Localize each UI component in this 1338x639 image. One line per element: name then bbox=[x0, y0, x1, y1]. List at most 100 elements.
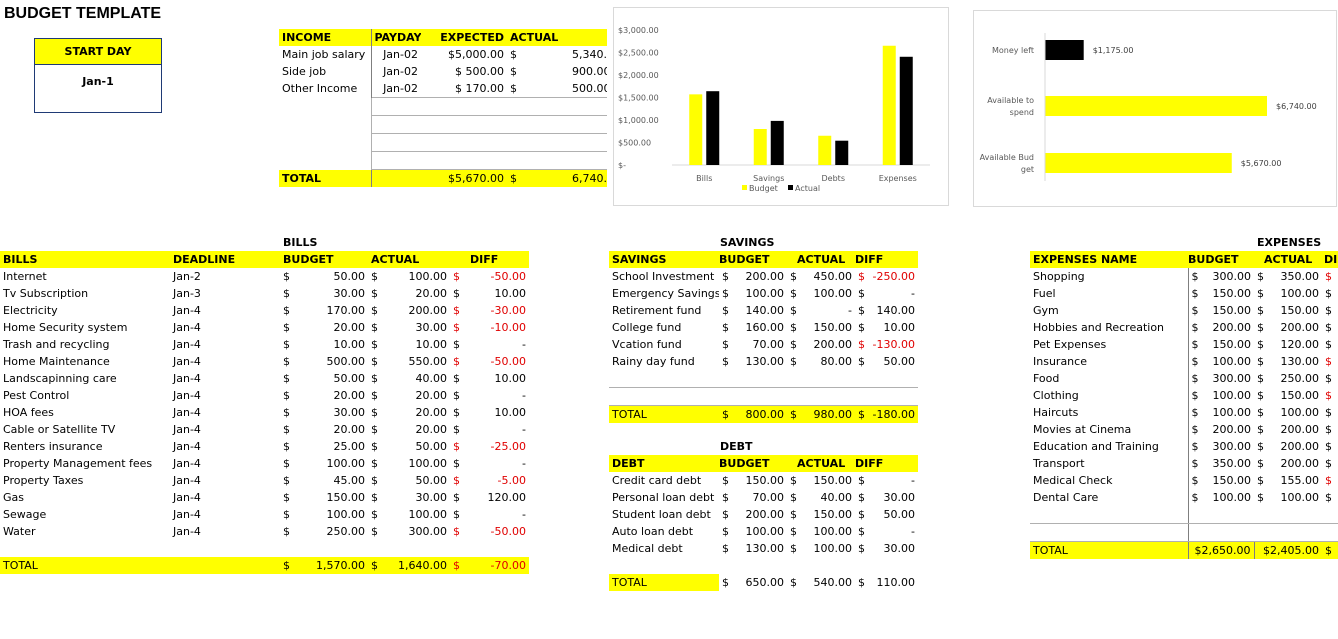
expenses-row: Medical Check $150.00 $155.00 $ bbox=[1030, 472, 1338, 489]
bills-total-actual: 1,640.00 bbox=[398, 559, 447, 572]
bills-row: Property Management fees Jan-4 $100.00 $100… bbox=[0, 455, 529, 472]
bill-deadline: Jan-4 bbox=[173, 321, 201, 334]
bill-deadline: Jan-4 bbox=[173, 491, 201, 504]
expense-diff-currency: $ bbox=[1325, 440, 1332, 453]
bill-budget-currency: $ bbox=[283, 491, 290, 504]
savings-budget-currency: $ bbox=[722, 270, 729, 283]
expense-name: Clothing bbox=[1030, 387, 1189, 404]
chart2-bar bbox=[1045, 96, 1267, 116]
bill-diff: -25.00 bbox=[490, 440, 527, 453]
savings-row: College fund $160.00 $150.00 $10.00 bbox=[609, 319, 918, 336]
expense-actual-currency: $ bbox=[1257, 457, 1264, 470]
income-empty-row bbox=[279, 115, 608, 134]
savings-diff-currency: $ bbox=[858, 321, 865, 334]
bill-diff: -30.00 bbox=[490, 304, 527, 317]
bill-actual: 50.00 bbox=[415, 440, 448, 453]
income-expected: $5,000.00 bbox=[448, 48, 505, 61]
savings-diff-currency: $ bbox=[858, 270, 865, 283]
expense-actual-currency: $ bbox=[1257, 491, 1264, 504]
bill-diff: 10.00 bbox=[494, 287, 527, 300]
expense-diff-currency: $ bbox=[1325, 304, 1332, 317]
bill-actual-currency: $ bbox=[371, 355, 378, 368]
debt-total-budget-currency: $ bbox=[722, 576, 729, 589]
expense-budget: 200.00 bbox=[1212, 321, 1252, 334]
chart2-data-label: $1,175.00 bbox=[1093, 46, 1134, 55]
expense-actual: 200.00 bbox=[1280, 423, 1320, 436]
expense-actual: 120.00 bbox=[1280, 338, 1320, 351]
empty-cell bbox=[1188, 523, 1338, 542]
expenses-empty-row bbox=[1030, 506, 1338, 524]
debt-spacer-row bbox=[609, 557, 918, 574]
expense-diff-currency: $ bbox=[1325, 338, 1332, 351]
savings-name: Emergency Savings bbox=[612, 287, 719, 300]
chart2-data-label: $5,670.00 bbox=[1241, 159, 1282, 168]
bill-diff: - bbox=[522, 389, 527, 402]
expenses-col-actual: ACTUAL bbox=[1264, 253, 1313, 266]
savings-row: School Investment $200.00 $450.00 $ -250.00 bbox=[609, 268, 918, 285]
bill-deadline: Jan-4 bbox=[173, 355, 201, 368]
bill-actual-currency: $ bbox=[371, 270, 378, 283]
empty-cell bbox=[0, 540, 529, 557]
bill-actual: 50.00 bbox=[415, 474, 448, 487]
empty-cell bbox=[279, 134, 371, 152]
savings-diff: -130.00 bbox=[872, 338, 916, 351]
debt-total-actual: 540.00 bbox=[813, 576, 853, 589]
chart1-bar-budget bbox=[818, 135, 832, 165]
bill-budget-currency: $ bbox=[283, 355, 290, 368]
expense-budget-currency: $ bbox=[1191, 270, 1199, 283]
bills-spacer-row bbox=[0, 540, 529, 557]
expense-actual: 100.00 bbox=[1280, 406, 1320, 419]
start-day-value[interactable]: Jan-1 bbox=[82, 75, 114, 88]
income-empty-row bbox=[279, 133, 608, 152]
expense-actual-currency: $ bbox=[1257, 338, 1264, 351]
debt-diff-currency: $ bbox=[858, 474, 865, 487]
debt-budget: 130.00 bbox=[745, 542, 785, 555]
bill-budget: 100.00 bbox=[326, 508, 366, 521]
bill-diff: - bbox=[522, 423, 527, 436]
bill-deadline: Jan-4 bbox=[173, 372, 201, 385]
bill-name: Water bbox=[3, 525, 36, 538]
bill-actual: 20.00 bbox=[415, 406, 448, 419]
chart1-ytick-label: $1,500.00 bbox=[618, 94, 659, 103]
expenses-col-budget: BUDGET bbox=[1188, 253, 1239, 266]
expense-name: Education and Training bbox=[1030, 438, 1189, 455]
bill-budget-currency: $ bbox=[283, 423, 290, 436]
chart1-ytick-label: $2,000.00 bbox=[618, 71, 659, 80]
bill-diff-currency: $ bbox=[453, 304, 460, 317]
bills-row: Home Maintenance Jan-4 $500.00 $550.00 $ -50.… bbox=[0, 353, 529, 370]
expense-diff-currency: $ bbox=[1325, 321, 1332, 334]
chart1-bar-actual bbox=[899, 56, 913, 165]
bill-deadline: Jan-4 bbox=[173, 389, 201, 402]
income-total-actual-currency: $ bbox=[507, 169, 570, 187]
savings-diff-currency: $ bbox=[858, 287, 865, 300]
savings-name: College fund bbox=[612, 321, 682, 334]
bill-name: Home Security system bbox=[3, 321, 128, 334]
bill-diff: - bbox=[522, 508, 527, 521]
savings-name: School Investment bbox=[612, 270, 715, 283]
savings-actual: 100.00 bbox=[813, 287, 853, 300]
bill-budget: 25.00 bbox=[333, 440, 366, 453]
bill-budget: 10.00 bbox=[333, 338, 366, 351]
bill-actual-currency: $ bbox=[371, 338, 378, 351]
bill-diff-currency: $ bbox=[453, 406, 460, 419]
bills-row: HOA fees Jan-4 $30.00 $20.00 $10.00 bbox=[0, 404, 529, 421]
bills-row: Trash and recycling Jan-4 $10.00 $10.00 $ - bbox=[0, 336, 529, 353]
bill-budget-currency: $ bbox=[283, 372, 290, 385]
debt-total-diff-currency: $ bbox=[858, 576, 865, 589]
bill-name: Property Management fees bbox=[3, 457, 153, 470]
bill-actual: 100.00 bbox=[408, 457, 448, 470]
savings-section-title: SAVINGS bbox=[720, 236, 775, 249]
savings-budget-currency: $ bbox=[722, 304, 729, 317]
expense-actual: 150.00 bbox=[1280, 389, 1320, 402]
bill-diff-currency: $ bbox=[453, 372, 460, 385]
income-empty-row bbox=[279, 151, 608, 170]
empty-cell bbox=[370, 151, 608, 170]
bill-budget: 30.00 bbox=[333, 406, 366, 419]
chart1-ytick-label: $3,000.00 bbox=[618, 26, 659, 35]
bill-diff: - bbox=[522, 457, 527, 470]
expenses-row: Pet Expenses $150.00 $120.00 $ bbox=[1030, 336, 1338, 353]
expense-actual-currency: $ bbox=[1257, 423, 1264, 436]
bill-actual-currency: $ bbox=[371, 304, 378, 317]
debt-diff: 30.00 bbox=[883, 542, 916, 555]
bill-diff-currency: $ bbox=[453, 423, 460, 436]
